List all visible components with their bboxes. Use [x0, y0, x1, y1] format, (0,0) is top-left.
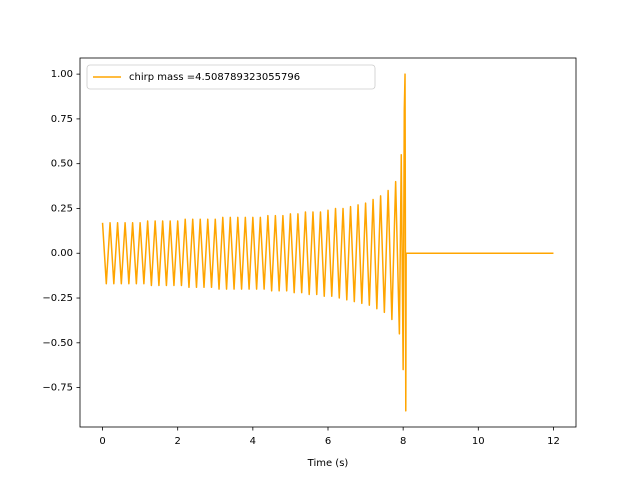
- x-tick-label: 12: [547, 436, 560, 447]
- y-tick-label: 0.00: [51, 248, 73, 259]
- legend-box: [86, 64, 376, 90]
- x-tick-label: 8: [400, 436, 406, 447]
- y-tick-label: 0.50: [51, 159, 73, 170]
- y-tick-label: −0.75: [42, 383, 73, 394]
- legend-label: chirp mass =4.508789323055796: [129, 72, 300, 83]
- y-tick-label: 0.75: [51, 114, 73, 125]
- y-tick-label: −0.25: [42, 293, 73, 304]
- x-tick-label: 10: [472, 436, 485, 447]
- y-tick-label: −0.50: [42, 338, 73, 349]
- x-tick-label: 4: [250, 436, 256, 447]
- data-line: [101, 73, 554, 412]
- y-tick-label: 0.25: [51, 203, 73, 214]
- x-tick-label: 6: [325, 436, 331, 447]
- x-tick-label: 0: [99, 436, 105, 447]
- x-axis-label: Time (s): [307, 458, 349, 469]
- y-tick-label: 1.00: [51, 69, 73, 80]
- x-tick-label: 2: [175, 436, 181, 447]
